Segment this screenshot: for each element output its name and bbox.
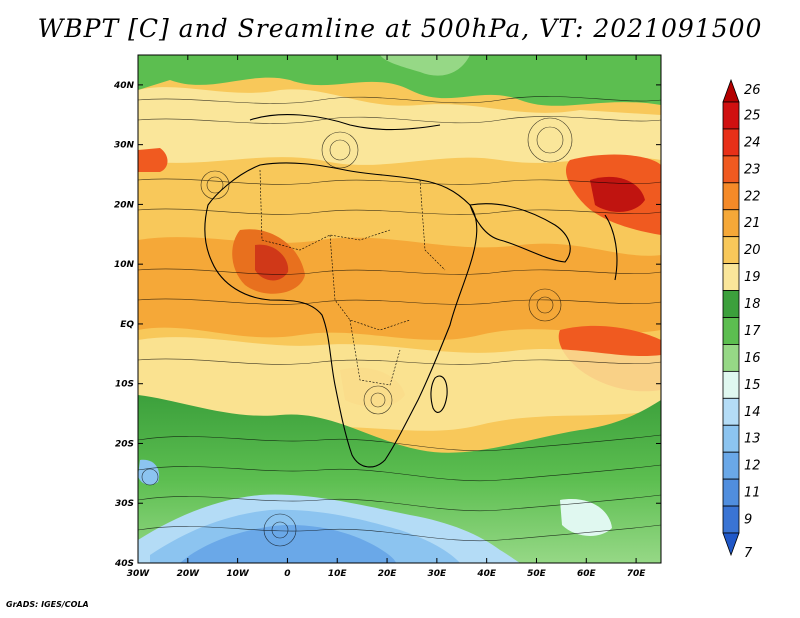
north-green-band (138, 55, 661, 106)
y-tick-label: 30N (114, 141, 135, 151)
map-frame (137, 54, 662, 564)
colorbar-swatch (722, 155, 740, 184)
colorbar-swatch (722, 128, 740, 157)
colorbar-label: 23 (744, 162, 761, 177)
arabian-peninsula (469, 203, 571, 263)
y-tick-label: 20S (115, 439, 134, 449)
y-tick-label: 20N (114, 200, 135, 210)
africa-coastline (204, 162, 478, 468)
colorbar-label: 13 (744, 432, 761, 447)
x-tick-label: 50E (527, 569, 547, 579)
south-pale-zone (138, 337, 661, 433)
colorbar-label: 26 (744, 83, 761, 98)
mediterranean-coast (249, 114, 441, 131)
x-tick-label: 40E (476, 569, 497, 579)
wbpt-field (138, 55, 661, 563)
colorbar-label: 15 (744, 378, 761, 393)
tropical-orange-belt (138, 237, 661, 340)
colorbar-top-arrow (722, 78, 740, 103)
colorbar-label: 19 (744, 270, 761, 285)
chart-title: WBPT [C] and Sreamline at 500hPa, VT: 20… (37, 14, 763, 43)
y-axis: 40N 30N 20N 10N EQ 10S 20S 30S 40S (113, 81, 661, 569)
colorbar-bottom-arrow (722, 532, 740, 557)
y-tick-label: 10N (114, 260, 135, 270)
streamlines (138, 96, 661, 547)
northwest-warm-spot (138, 148, 168, 172)
colorbar-label: 17 (744, 324, 761, 339)
colorbar-label: 21 (744, 216, 761, 231)
y-tick-label: 30S (115, 499, 134, 509)
colorbar-swatch (722, 451, 740, 480)
x-tick-label: 10E (328, 569, 348, 579)
y-tick-label: 40N (113, 81, 135, 91)
colorbar-label: 18 (744, 297, 761, 312)
colorbar-swatch (722, 344, 740, 372)
colorbar-swatch (722, 290, 740, 318)
grads-credit: GrADS: IGES/COLA (6, 600, 89, 609)
madagascar (430, 375, 448, 413)
x-tick-label: 30W (127, 569, 151, 579)
colorbar-swatch (722, 478, 740, 507)
x-tick-label: 10W (226, 569, 250, 579)
colorbar-label: 20 (744, 243, 761, 258)
x-tick-label: 20E (378, 569, 398, 579)
colorbar-swatch (722, 263, 740, 291)
colorbar-swatch (722, 182, 740, 211)
colorbar-swatch (722, 397, 740, 426)
x-tick-label: 70E (627, 569, 647, 579)
colorbar-label: 11 (744, 486, 761, 501)
x-tick-label: 60E (577, 569, 597, 579)
colorbar-swatch (722, 317, 740, 345)
south-east-cool-spot (560, 499, 612, 536)
colorbar-swatch (722, 209, 740, 238)
x-tick-label: 20W (177, 569, 201, 579)
arabian-sea-hot-core (590, 176, 645, 212)
y-tick-label: 40S (114, 559, 134, 569)
north-pale-zone (138, 87, 661, 165)
colorbar-label: 25 (744, 108, 761, 123)
colorbar-swatch (722, 370, 740, 399)
colorbar-label: 14 (744, 405, 761, 420)
colorbar-label: 22 (744, 189, 761, 204)
west-africa-hot-core (255, 244, 289, 281)
coastlines (204, 114, 618, 468)
colorbar-swatch (722, 505, 740, 534)
colorbar-label: 16 (744, 351, 761, 366)
colorbar-swatch (722, 101, 740, 130)
colorbar-label: 12 (744, 459, 761, 474)
y-tick-label: 10S (115, 380, 134, 390)
north-light-green (380, 55, 470, 76)
x-tick-label: 30E (428, 569, 448, 579)
y-tick-label: EQ (120, 320, 134, 330)
colorbar-label: 9 (744, 513, 752, 528)
country-borders (259, 169, 446, 386)
india-coast (604, 214, 618, 281)
x-axis: 30W 20W 10W 0 10E 20E 30E 40E 50E 60E 70E (127, 55, 647, 579)
colorbar-swatch (722, 236, 740, 265)
colorbar-label: 7 (744, 546, 753, 561)
colorbar-label: 24 (744, 135, 761, 150)
x-tick-label: 0 (284, 569, 290, 579)
south-west-cool-spot (138, 459, 160, 485)
colorbar-swatch (722, 424, 740, 453)
colorbar: 26 25 24 23 22 21 20 19 18 17 16 15 14 13 12 11 9 7 (722, 78, 761, 561)
